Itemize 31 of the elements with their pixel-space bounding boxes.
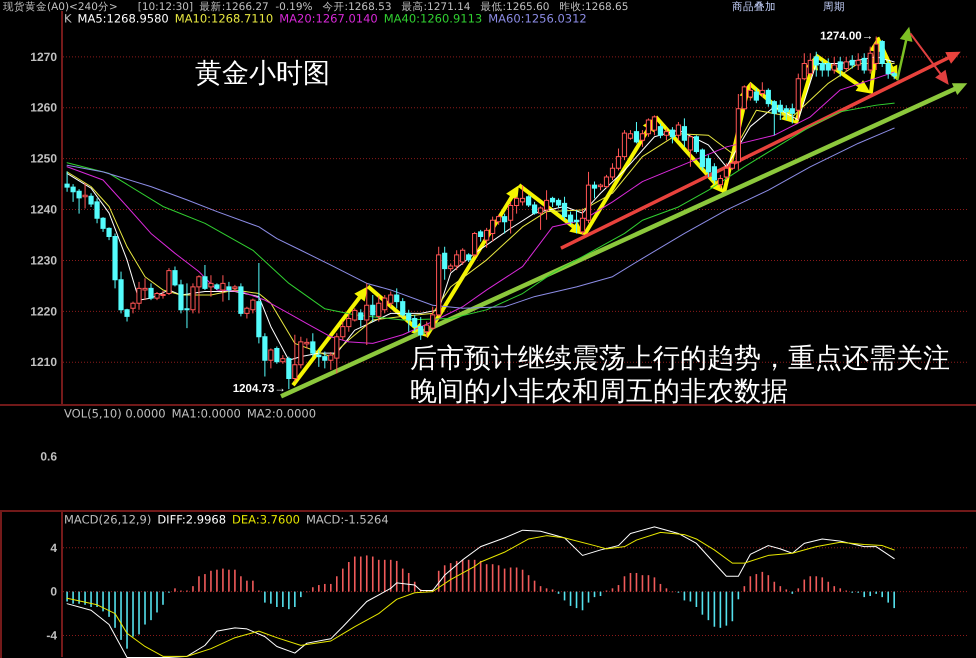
text: 0.6 (40, 450, 58, 464)
text: DIFF:2.9968 (157, 512, 226, 526)
text: MACD:-1.5264 (306, 512, 389, 526)
text: 黄金小时图 (195, 58, 330, 88)
y-tick-label: 1240 (30, 202, 58, 217)
annotation: 周期 (823, 1, 845, 13)
legend-title: K (64, 12, 72, 26)
annotation: 1204.73→ (232, 383, 286, 396)
y-tick-label: 1270 (30, 50, 58, 64)
y-tick-label: 1230 (30, 253, 58, 268)
text: MA60:1256.0312 (488, 12, 587, 26)
annotation: 商品叠加 (732, 0, 776, 13)
y-tick-label: 1260 (30, 100, 58, 115)
text: VOL(5,10) 0.0000 (64, 406, 166, 420)
text: MA1:0.0000 (172, 406, 241, 420)
y-tick-label: 0 (50, 584, 58, 599)
text: MA10:1268.7110 (174, 12, 274, 26)
y-tick-label: -4 (46, 628, 58, 643)
y-tick-label: 4 (50, 540, 58, 555)
annotation: 1274.00→ (820, 30, 874, 42)
chart-subtitle: 现货黄金(A0)<240分> [10:12:30] 最新:1266.27 -0.19% 今开:1268.53 最高:1271.14 最低:1265.60 昨收:1268.65 (3, 0, 628, 13)
text: MA5:1268.9580 (78, 12, 169, 26)
text: DEA:3.7600 (232, 512, 300, 526)
annotation: 后市预计继续震荡上行的趋势，重点还需关注晚间的小非农和周五的非农数据 (410, 343, 950, 406)
text: MA20:1267.0140 (279, 12, 378, 26)
text: MA2:0.0000 (246, 406, 316, 420)
y-tick-label: 1210 (30, 355, 58, 370)
text: MA40:1260.9113 (384, 12, 482, 26)
y-tick-label: 1220 (30, 304, 58, 318)
y-tick-label: 1250 (30, 152, 58, 166)
legend-title: MACD(26,12,9) (64, 512, 152, 526)
